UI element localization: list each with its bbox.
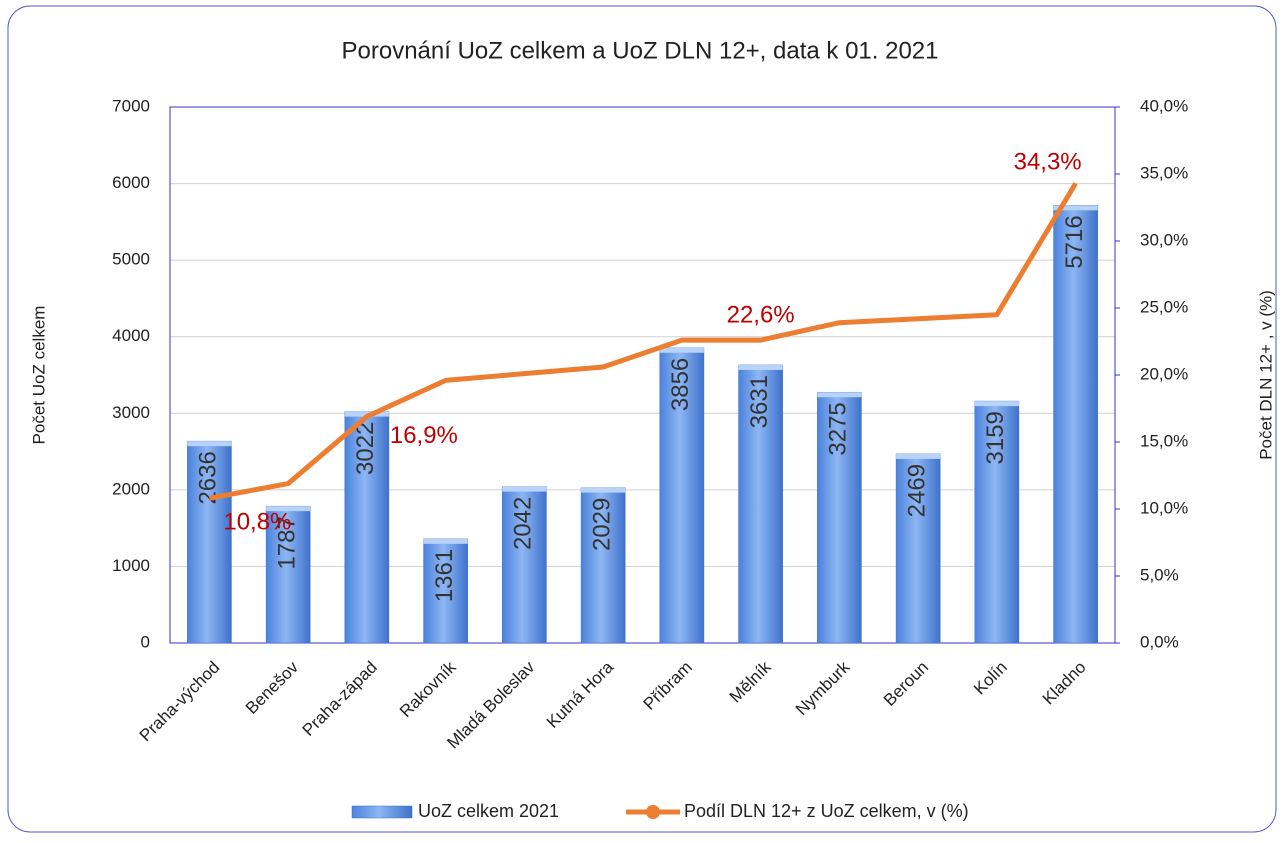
y-axis-title: Počet UoZ celkem	[29, 306, 48, 445]
bar-value-label: 1787	[273, 516, 300, 569]
y2-tick-label: 30,0%	[1140, 230, 1188, 249]
plot-area	[169, 106, 1116, 644]
bar-top	[817, 392, 862, 398]
bar-value-label: 2042	[510, 497, 537, 550]
line-value-label: 22,6%	[727, 302, 795, 329]
y2-tick-label: 40,0%	[1140, 96, 1188, 115]
bar	[1053, 205, 1098, 644]
bar-value-label: 3159	[982, 411, 1009, 464]
chart-frame	[7, 5, 1277, 833]
bar-top	[581, 487, 626, 493]
y2-tick-label: 35,0%	[1140, 163, 1188, 182]
bar-value-label: 2469	[903, 464, 930, 517]
bar	[659, 347, 705, 644]
y-tick-label: 1000	[112, 556, 150, 575]
line	[208, 182, 1078, 501]
bar-value-label: 3856	[667, 358, 694, 411]
bar-top	[423, 538, 468, 544]
y-tick-label: 3000	[112, 403, 150, 422]
line-value-label: 34,3%	[1014, 149, 1082, 176]
bar	[817, 391, 862, 644]
bar	[895, 453, 941, 644]
bar-top	[896, 453, 941, 459]
y-tick-label: 5000	[112, 250, 150, 269]
bar-top	[1053, 205, 1098, 211]
bar-top	[659, 347, 704, 353]
y-tick-label: 4000	[112, 326, 150, 345]
y2-tick-label: 0,0%	[1140, 632, 1179, 651]
bar-value-label: 3275	[825, 402, 852, 455]
bar-value-label: 5716	[1061, 215, 1088, 268]
y2-tick-label: 10,0%	[1140, 498, 1188, 517]
y-tick-label: 0	[141, 632, 150, 651]
legend-swatch	[351, 805, 413, 819]
bar-top	[187, 441, 232, 447]
bar	[738, 364, 783, 644]
y2-axis-title: Počet DLN 12+ , v (%)	[1256, 290, 1275, 460]
bar-top	[502, 486, 547, 492]
y-tick-label: 7000	[112, 96, 150, 115]
bar-top	[266, 506, 311, 512]
y-tick-label: 6000	[112, 173, 150, 192]
bar-value-label: 1361	[431, 549, 458, 602]
bar-value-label: 2029	[588, 498, 615, 551]
bar-top	[974, 401, 1019, 407]
y-tick-label: 2000	[112, 479, 150, 498]
y2-tick-label: 25,0%	[1140, 297, 1188, 316]
bar	[344, 411, 390, 644]
bar	[187, 440, 232, 644]
y2-tick-label: 20,0%	[1140, 364, 1188, 383]
legend-label: Podíl DLN 12+ z UoZ celkem, v (%)	[684, 801, 969, 821]
bar-top	[738, 364, 783, 370]
y2-tick-label: 5,0%	[1140, 565, 1179, 584]
bar	[265, 505, 311, 644]
legend-label: UoZ celkem 2021	[418, 801, 559, 821]
line-value-label: 16,9%	[390, 422, 458, 449]
legend-marker	[646, 805, 660, 819]
bar	[974, 400, 1020, 644]
y2-tick-label: 15,0%	[1140, 431, 1188, 450]
bar	[580, 487, 626, 644]
bar	[423, 538, 468, 644]
bar-value-label: 3022	[352, 422, 379, 475]
chart-title: Porovnání UoZ celkem a UoZ DLN 12+, data…	[342, 37, 939, 64]
bar	[502, 486, 547, 644]
line-value-label: 10,8%	[223, 509, 291, 536]
bar-value-label: 3631	[746, 375, 773, 428]
